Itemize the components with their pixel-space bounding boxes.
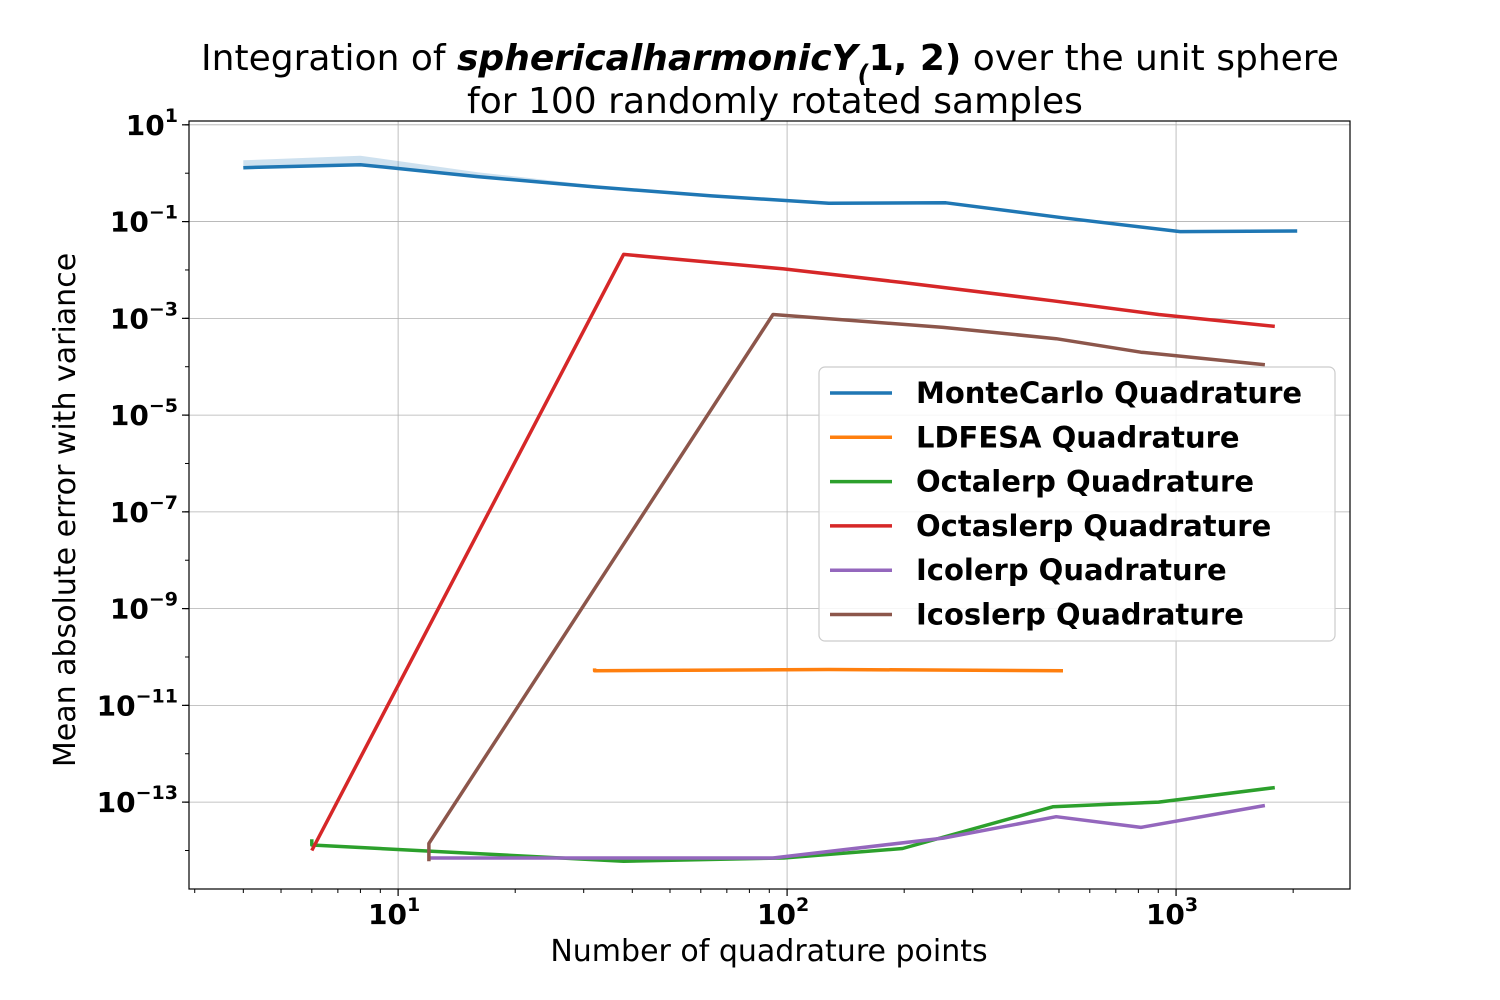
legend-label: LDFESA Quadrature xyxy=(916,420,1240,454)
y-tick-label-exponent: −11 xyxy=(136,685,178,707)
y-tick-label: 101 xyxy=(126,105,178,142)
y-tick-label: 10−13 xyxy=(97,782,178,819)
legend-label: Icolerp Quadrature xyxy=(916,553,1227,587)
legend-items: MonteCarlo Quadrature LDFESA Quadrature Oc… xyxy=(830,376,1302,632)
x-tick-label-base: 10 xyxy=(757,898,796,931)
y-tick-label-exponent: −13 xyxy=(136,782,178,804)
y-tick-label: 10−3 xyxy=(110,298,178,335)
legend-label: MonteCarlo Quadrature xyxy=(916,376,1302,410)
y-tick-label-exponent: −3 xyxy=(149,298,178,320)
y-tick-label-base: 10 xyxy=(110,399,149,432)
y-tick-label-exponent: 1 xyxy=(165,105,178,127)
x-tick-label-exponent: 1 xyxy=(407,894,420,916)
y-tick-label: 10−7 xyxy=(110,492,178,529)
chart-title-line1: Integration of sphericalharmonicY(1, 2) … xyxy=(201,38,1339,88)
legend-label: Octalerp Quadrature xyxy=(916,465,1254,499)
axis-ticks: 101 102 10310110−110−310−510−710−910−1110−… xyxy=(97,105,1294,931)
series-line-montecarlo-quadrature xyxy=(243,162,1298,234)
series-line-icoslerp-quadrature xyxy=(427,312,1266,862)
legend-label: Icoslerp Quadrature xyxy=(916,598,1244,632)
y-tick-label: 10−1 xyxy=(110,202,178,239)
series-line-ldfesa-quadrature xyxy=(592,667,1064,673)
x-tick-label: 101 xyxy=(368,894,420,931)
y-tick-label-base: 10 xyxy=(110,302,149,335)
x-tick-label: 102 xyxy=(757,894,809,931)
x-tick-label-exponent: 3 xyxy=(1185,894,1198,916)
legend-label: Octaslerp Quadrature xyxy=(916,509,1271,543)
y-tick-label: 10−5 xyxy=(110,395,178,432)
series-line-octalerp-quadrature xyxy=(310,785,1276,863)
series-lines xyxy=(243,162,1298,863)
chart-title-line2: for 100 randomly rotated samples xyxy=(467,81,1083,122)
legend: MonteCarlo Quadrature LDFESA Quadrature Oc… xyxy=(818,366,1336,642)
title-subscript: ( xyxy=(858,60,870,88)
y-tick-label-base: 10 xyxy=(110,593,149,626)
y-axis-label: Mean absolute error with variance xyxy=(48,253,83,767)
y-tick-label: 10−9 xyxy=(110,589,178,626)
y-tick-label: 10−11 xyxy=(97,685,178,722)
title-args: 1, 2) xyxy=(869,38,962,79)
series-line-icolerp-quadrature xyxy=(428,803,1266,860)
x-tick-label-base: 10 xyxy=(368,898,407,931)
title-suffix: over the unit sphere xyxy=(961,38,1339,79)
x-tick-label-exponent: 2 xyxy=(796,894,809,916)
x-axis-label: Number of quadrature points xyxy=(550,934,987,969)
x-tick-label-base: 10 xyxy=(1146,898,1185,931)
title-function: sphericalharmonicY xyxy=(457,38,862,79)
x-tick-label: 103 xyxy=(1146,894,1198,931)
y-tick-label-base: 10 xyxy=(97,786,136,819)
y-tick-label-exponent: −9 xyxy=(149,589,178,611)
y-tick-label-base: 10 xyxy=(110,206,149,239)
y-tick-label-exponent: −1 xyxy=(149,202,178,224)
series-line-octaslerp-quadrature xyxy=(310,252,1275,852)
title-prefix: Integration of xyxy=(201,38,457,79)
y-tick-label-exponent: −7 xyxy=(149,492,178,514)
y-tick-label-base: 10 xyxy=(110,496,149,529)
legend-frame xyxy=(818,366,1336,642)
y-tick-label-base: 10 xyxy=(97,689,136,722)
y-tick-label-base: 10 xyxy=(126,109,165,142)
y-tick-label-exponent: −5 xyxy=(149,395,178,417)
